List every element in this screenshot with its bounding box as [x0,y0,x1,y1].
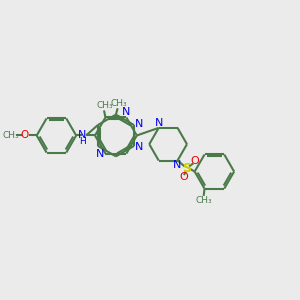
Text: O: O [179,172,188,182]
Text: N: N [122,107,130,117]
Text: O: O [20,130,28,140]
Text: N: N [173,160,182,170]
Text: H: H [79,137,86,146]
Text: N: N [154,118,163,128]
Text: O: O [190,156,199,167]
Text: N: N [134,142,143,152]
Text: N: N [134,119,143,129]
Text: N: N [96,148,104,159]
Text: S: S [182,162,191,175]
Text: CH₃: CH₃ [195,196,212,205]
Text: CH₃: CH₃ [3,131,20,140]
Text: CH₃: CH₃ [110,99,127,108]
Text: N: N [78,130,87,140]
Text: CH₃: CH₃ [96,101,113,110]
